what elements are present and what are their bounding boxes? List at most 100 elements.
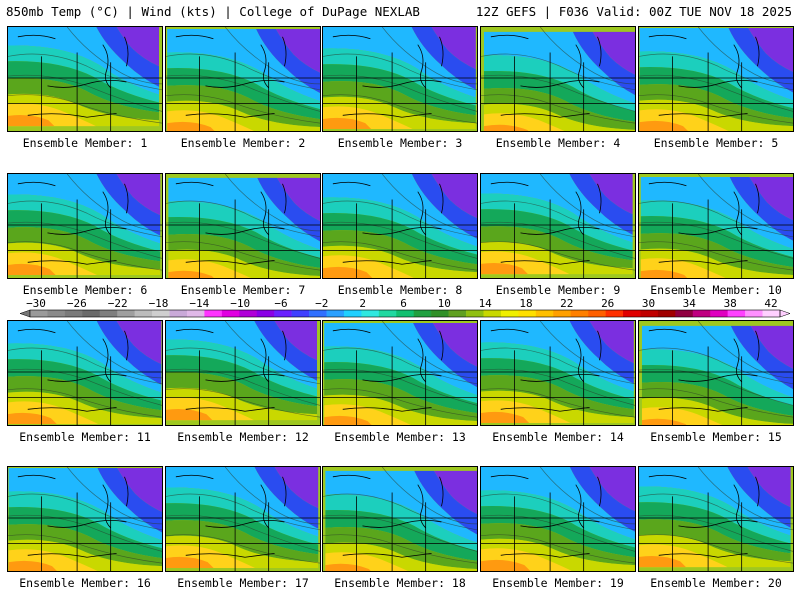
colorbar-outline bbox=[29, 309, 781, 318]
state-border bbox=[520, 373, 600, 382]
colorbar-swatch bbox=[64, 310, 83, 317]
temperature-band bbox=[324, 346, 477, 404]
temperature-band bbox=[166, 520, 319, 563]
temperature-band bbox=[589, 174, 633, 215]
colorbar-swatch bbox=[152, 310, 170, 317]
temperature-map bbox=[481, 321, 635, 425]
colorbar-swatch bbox=[396, 310, 415, 317]
ensemble-member-label: Ensemble Member: 16 bbox=[19, 576, 151, 590]
colorbar-swatch bbox=[431, 310, 449, 317]
contour-line bbox=[481, 221, 635, 259]
temperature-band bbox=[256, 28, 320, 94]
ensemble-map-panel bbox=[322, 320, 478, 426]
ensemble-member-label: Ensemble Member: 12 bbox=[177, 430, 309, 444]
temperature-band bbox=[481, 174, 633, 243]
state-border bbox=[27, 406, 117, 412]
state-border bbox=[362, 519, 442, 528]
state-border bbox=[678, 519, 758, 528]
colorbar-high-arrow bbox=[779, 309, 791, 318]
temperature-band bbox=[569, 467, 635, 532]
state-border bbox=[205, 79, 285, 88]
state-border bbox=[439, 36, 444, 67]
temperature-band bbox=[481, 375, 634, 418]
colorbar-swatch bbox=[256, 310, 275, 317]
colorbar-tick-label: 6 bbox=[400, 297, 407, 310]
contour-line bbox=[166, 74, 320, 112]
ensemble-map-panel bbox=[480, 26, 636, 132]
colorbar-tick-label: 34 bbox=[683, 297, 697, 310]
colorbar-tick-label: 18 bbox=[519, 297, 532, 310]
temperature-map bbox=[166, 467, 320, 571]
state-border bbox=[520, 79, 600, 88]
temperature-band bbox=[589, 467, 635, 512]
temperature-band bbox=[117, 467, 162, 512]
contour-line bbox=[639, 514, 793, 552]
state-border bbox=[332, 34, 371, 40]
contour-line bbox=[166, 221, 320, 259]
colorbar-swatch bbox=[169, 310, 188, 317]
state-border bbox=[648, 474, 687, 480]
contour-line bbox=[224, 467, 320, 525]
temperature-band bbox=[166, 408, 213, 421]
temperature-band bbox=[481, 506, 635, 558]
ensemble-map-panel bbox=[322, 466, 478, 572]
temperature-band bbox=[431, 174, 477, 219]
temperature-band bbox=[639, 27, 793, 101]
state-border bbox=[733, 338, 742, 383]
temperature-map bbox=[639, 467, 793, 571]
state-border bbox=[678, 79, 758, 88]
state-border bbox=[124, 183, 129, 214]
colorbar-swatch bbox=[291, 310, 310, 317]
state-border bbox=[755, 36, 760, 67]
temperature-band bbox=[96, 174, 161, 236]
state-border bbox=[658, 552, 748, 558]
contour-line bbox=[697, 321, 793, 379]
colorbar-tick-label: −30 bbox=[26, 297, 46, 310]
colorbar-swatch bbox=[745, 310, 763, 317]
temperature-band bbox=[116, 321, 162, 365]
state-border bbox=[575, 484, 584, 529]
ensemble-member-label: Ensemble Member: 6 bbox=[22, 283, 148, 297]
temperature-band bbox=[481, 523, 635, 566]
ensemble-map-panel bbox=[480, 173, 636, 279]
temperature-band bbox=[640, 269, 688, 278]
state-border bbox=[575, 338, 584, 383]
colorbar-swatch bbox=[448, 310, 467, 317]
state-border bbox=[205, 226, 285, 235]
temperature-map bbox=[8, 174, 162, 278]
temperature-band bbox=[166, 355, 318, 407]
temperature-band bbox=[481, 321, 634, 392]
colorbar-swatch bbox=[605, 310, 624, 317]
contour-line bbox=[481, 53, 635, 91]
temperature-band bbox=[8, 227, 161, 270]
colorbar-swatch bbox=[326, 310, 345, 317]
state-border bbox=[260, 44, 269, 89]
colorbar-swatch bbox=[47, 310, 66, 317]
colorbar-swatch bbox=[309, 310, 327, 317]
temperature-band bbox=[167, 52, 320, 110]
ensemble-map-panel bbox=[480, 466, 636, 572]
state-border bbox=[342, 406, 432, 412]
temperature-map bbox=[323, 321, 477, 425]
contour-line bbox=[224, 174, 320, 232]
state-border bbox=[417, 484, 426, 529]
colorbar-swatch bbox=[535, 310, 554, 317]
temperature-band bbox=[413, 322, 477, 388]
temperature-band bbox=[640, 176, 793, 249]
temperature-band bbox=[481, 342, 634, 400]
temperature-band bbox=[639, 486, 791, 544]
contour-line bbox=[481, 74, 635, 112]
contour-line bbox=[66, 467, 162, 525]
temperature-map bbox=[639, 321, 793, 425]
state-border bbox=[102, 338, 111, 383]
colorbar-tick-label: −6 bbox=[274, 297, 287, 310]
state-border bbox=[205, 519, 285, 528]
state-border bbox=[185, 112, 275, 118]
ensemble-member-label: Ensemble Member: 11 bbox=[19, 430, 151, 444]
contour-line bbox=[8, 221, 162, 259]
state-border bbox=[439, 183, 444, 214]
state-border bbox=[185, 406, 275, 412]
state-border bbox=[658, 259, 748, 265]
state-border bbox=[27, 259, 117, 265]
state-border bbox=[282, 36, 287, 67]
